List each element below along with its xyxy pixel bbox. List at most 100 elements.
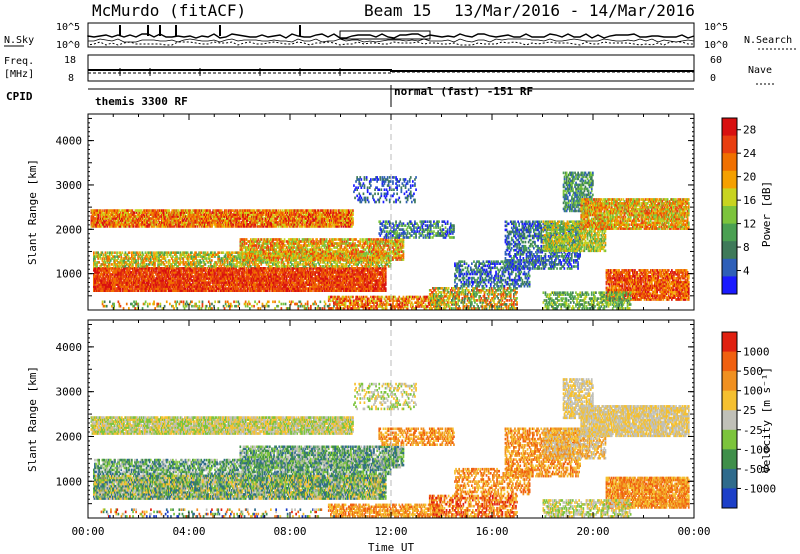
data-cell xyxy=(332,215,334,218)
data-cell xyxy=(347,223,350,226)
data-cell xyxy=(143,287,146,290)
data-cell xyxy=(276,221,279,224)
data-cell xyxy=(138,283,141,286)
data-cell xyxy=(274,221,276,224)
data-cell xyxy=(135,283,137,286)
data-cell xyxy=(105,223,107,226)
data-cell xyxy=(286,217,289,220)
data-cell xyxy=(214,219,217,222)
data-cell xyxy=(111,221,114,224)
data-cell xyxy=(276,211,279,214)
data-cell xyxy=(295,213,298,216)
data-cell xyxy=(95,221,98,224)
data-cell xyxy=(138,209,141,212)
data-cell xyxy=(212,221,215,224)
data-cell xyxy=(147,217,149,220)
data-cell xyxy=(158,289,161,292)
data-cell xyxy=(246,215,248,218)
data-cell xyxy=(336,217,338,220)
data-cell xyxy=(108,219,111,222)
data-cell xyxy=(113,269,115,272)
data-cell xyxy=(326,221,329,224)
data-cell xyxy=(153,225,156,228)
data-cell xyxy=(342,219,345,222)
data-cell xyxy=(122,219,124,222)
data-cell xyxy=(108,281,111,284)
data-cell xyxy=(333,225,335,228)
data-cell xyxy=(94,289,96,292)
data-cell xyxy=(222,221,225,224)
data-cell xyxy=(257,209,260,212)
data-cell xyxy=(160,273,163,276)
data-cell xyxy=(239,225,242,228)
data-cell xyxy=(157,273,159,276)
data-cell xyxy=(149,219,151,222)
data-cell xyxy=(154,219,157,222)
data-cell xyxy=(103,221,105,224)
data-cell xyxy=(138,219,141,222)
data-cell xyxy=(138,215,141,218)
data-cell xyxy=(163,225,165,228)
data-cell xyxy=(101,279,104,282)
data-cell xyxy=(281,223,284,226)
data-cell xyxy=(345,223,348,226)
data-cell xyxy=(216,221,219,224)
data-cell xyxy=(291,211,293,214)
data-cell xyxy=(341,223,344,226)
data-cell xyxy=(316,211,319,214)
data-cell xyxy=(94,223,97,226)
data-cell xyxy=(111,279,113,282)
data-cell xyxy=(105,209,107,212)
data-cell xyxy=(261,217,264,220)
data-cell xyxy=(181,213,184,216)
data-cell xyxy=(97,285,99,288)
data-cell xyxy=(202,209,205,212)
data-cell xyxy=(288,209,290,212)
data-cell xyxy=(214,211,217,214)
data-cell xyxy=(117,215,120,218)
data-cell xyxy=(155,267,157,270)
data-cell xyxy=(269,225,271,228)
data-cell xyxy=(166,219,168,222)
data-cell xyxy=(103,213,105,216)
data-cell xyxy=(237,217,240,220)
data-cell xyxy=(114,289,116,292)
data-cell xyxy=(165,209,167,212)
data-cell xyxy=(317,225,320,228)
data-cell xyxy=(340,217,343,220)
data-cell xyxy=(118,283,120,286)
data-cell xyxy=(149,287,152,290)
data-cell xyxy=(135,281,137,284)
data-cell xyxy=(146,221,148,224)
data-cell xyxy=(103,277,106,280)
data-cell xyxy=(103,271,106,274)
data-cell xyxy=(317,211,320,214)
data-cell xyxy=(331,225,333,228)
data-cell xyxy=(90,217,93,220)
data-cell xyxy=(108,217,111,220)
data-cell xyxy=(253,217,255,220)
data-cell xyxy=(127,285,130,288)
data-cell xyxy=(145,217,147,220)
data-cell xyxy=(347,219,350,222)
nsky-trace xyxy=(87,33,695,39)
data-cell xyxy=(212,219,215,222)
data-cell xyxy=(146,277,149,280)
data-cell xyxy=(213,213,216,216)
data-cell xyxy=(97,271,99,274)
data-cell xyxy=(124,285,127,288)
data-cell xyxy=(125,223,127,226)
data-cell xyxy=(314,209,316,212)
data-cell xyxy=(242,223,245,226)
data-cell xyxy=(127,269,130,272)
data-cell xyxy=(326,213,329,216)
data-cell xyxy=(195,221,198,224)
data-cell xyxy=(285,223,288,226)
data-cell xyxy=(148,271,151,274)
data-cell xyxy=(180,209,183,212)
data-cell xyxy=(163,215,165,218)
data-cell xyxy=(220,217,223,220)
data-cell xyxy=(108,221,111,224)
freq-tick-bottom: 8 xyxy=(68,73,74,84)
data-cell xyxy=(113,219,116,222)
